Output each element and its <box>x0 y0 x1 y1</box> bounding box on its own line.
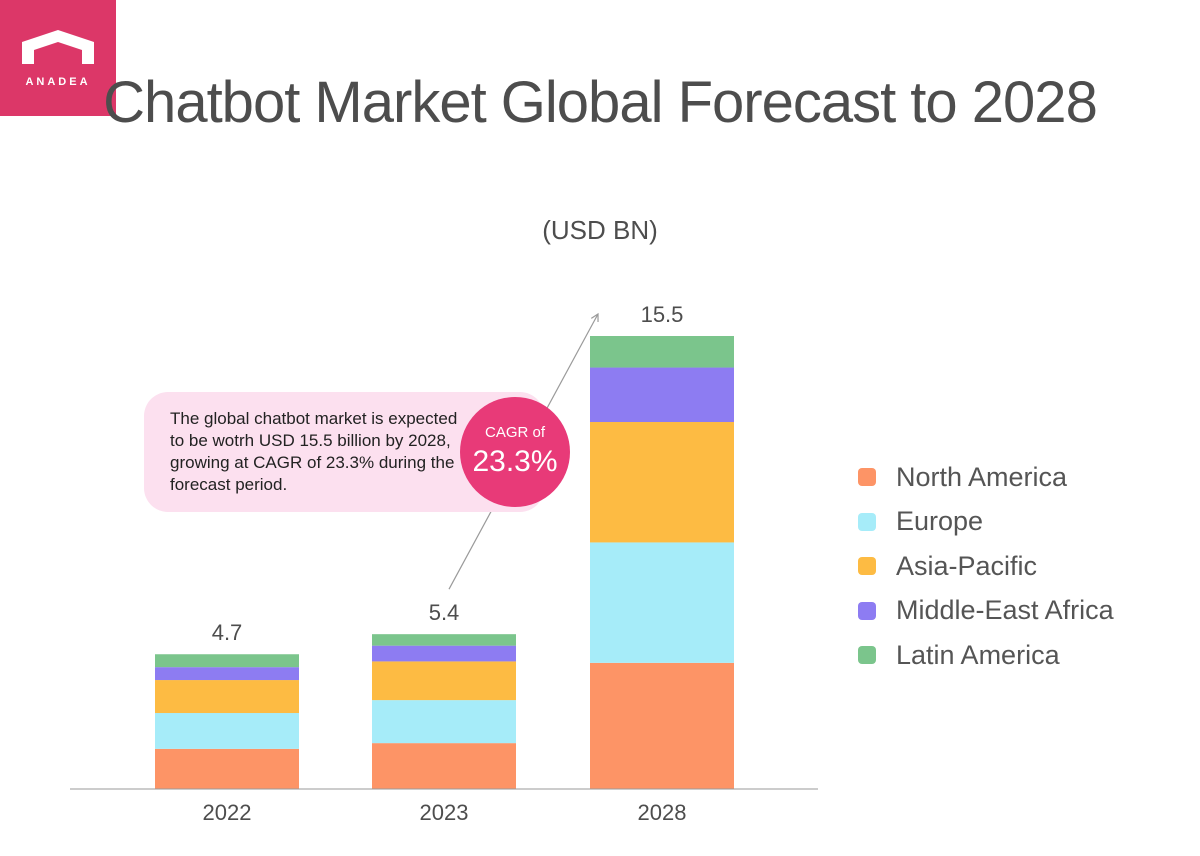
legend-item: Asia-Pacific <box>858 544 1114 589</box>
legend-swatch <box>858 557 876 576</box>
bar-segment <box>155 713 299 749</box>
cagr-value: 23.3% <box>472 445 558 478</box>
legend-item: Middle-East Africa <box>858 589 1114 634</box>
trend-arrow-head <box>590 312 599 323</box>
legend: North America Europe Asia-Pacific Middle… <box>858 455 1114 678</box>
bar-segment <box>155 680 299 714</box>
bar-segment <box>372 700 516 744</box>
bar-segment <box>590 422 734 543</box>
legend-item: Latin America <box>858 633 1114 678</box>
legend-item: North America <box>858 455 1114 500</box>
legend-label: Latin America <box>896 639 1060 670</box>
bar-segment <box>590 542 734 663</box>
chart-title: Chatbot Market Global Forecast to 2028 <box>103 70 1098 135</box>
logo-text: ANADEA <box>25 76 91 88</box>
bar-total-label: 5.4 <box>429 600 460 625</box>
cagr-badge: CAGR of 23.3% <box>460 397 570 507</box>
legend-item: Europe <box>858 500 1114 545</box>
legend-label: North America <box>896 461 1068 492</box>
bar-segment <box>155 654 299 668</box>
bar-segment <box>590 367 734 423</box>
legend-swatch <box>858 646 876 665</box>
callout-text: The global chatbot market is expected to… <box>170 409 458 494</box>
bar-segment <box>372 661 516 701</box>
legend-label: Middle-East Africa <box>896 595 1114 626</box>
chart-subtitle: (USD BN) <box>542 215 658 245</box>
bar-segment <box>372 634 516 646</box>
bar-segment <box>155 667 299 681</box>
cagr-label: CAGR of <box>484 424 545 441</box>
x-tick-label: 2028 <box>638 800 687 825</box>
bar-segment <box>155 748 299 789</box>
legend-swatch <box>858 601 876 620</box>
legend-swatch <box>858 468 876 487</box>
bar-total-label: 15.5 <box>641 302 684 327</box>
legend-swatch <box>858 512 876 531</box>
bar-segment <box>372 743 516 789</box>
legend-label: Europe <box>896 506 984 537</box>
bar-total-label: 4.7 <box>212 620 243 645</box>
x-tick-label: 2023 <box>420 800 469 825</box>
anadea-logo: ANADEA <box>0 0 116 116</box>
legend-label: Asia-Pacific <box>896 550 1038 581</box>
bar-segment <box>590 662 734 789</box>
bar-segment <box>372 645 516 662</box>
x-tick-label: 2022 <box>203 800 252 825</box>
bar-segment <box>590 336 734 368</box>
house-icon <box>22 30 94 64</box>
